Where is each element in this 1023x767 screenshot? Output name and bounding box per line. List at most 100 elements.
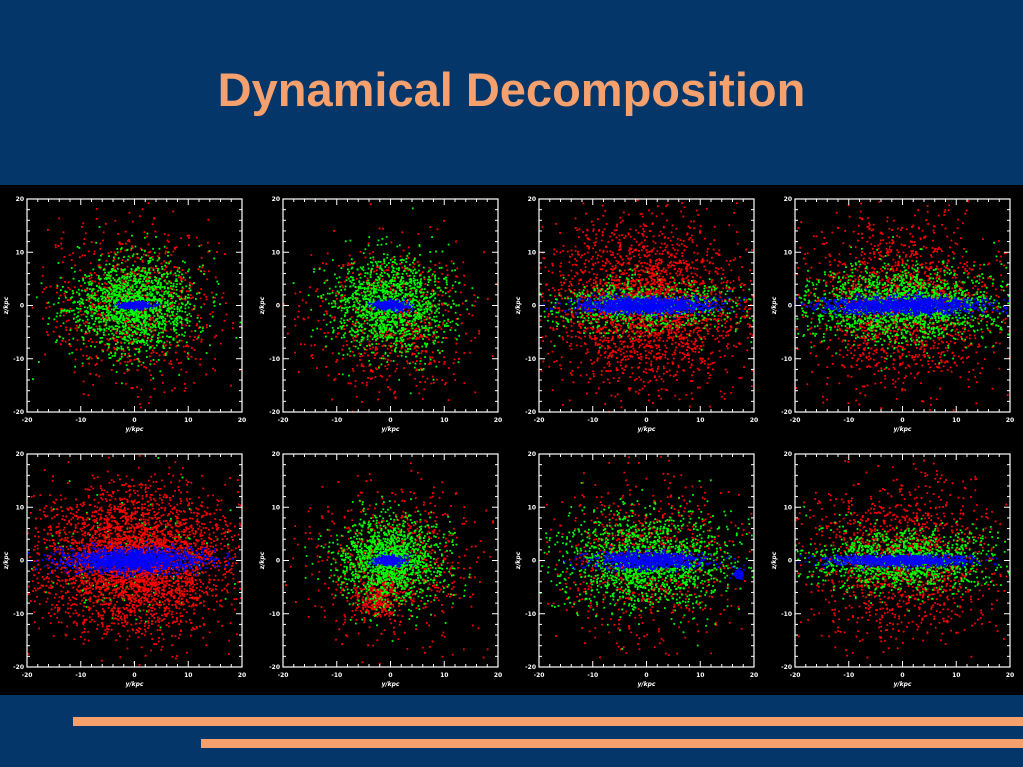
data-point [427,278,430,281]
data-point [130,249,133,252]
data-point [387,334,389,337]
data-point [119,320,122,323]
data-point [441,272,444,275]
data-point [137,292,140,294]
data-point [127,342,130,345]
data-point [144,267,146,270]
data-point [377,284,380,287]
data-point [189,281,191,284]
data-point [143,310,146,313]
data-point [147,333,150,335]
data-point [441,341,444,344]
data-point [137,364,140,367]
data-point [189,285,192,288]
data-point [114,301,116,304]
data-point [65,329,68,331]
data-point [142,314,145,317]
data-point [303,318,306,321]
data-point [99,242,102,245]
data-point [405,350,408,353]
data-point [143,276,146,279]
data-point [378,366,380,369]
data-point [405,345,408,347]
data-point [333,316,336,319]
data-point [99,327,101,330]
data-point [380,320,383,323]
data-point [163,245,166,248]
data-point [407,350,409,353]
data-point [344,280,346,283]
data-point [84,232,87,235]
data-point [421,325,423,328]
data-point [147,243,150,246]
data-point [368,252,371,255]
data-point [135,327,138,330]
data-point [430,305,433,308]
data-point [110,279,112,282]
data-point [177,344,180,347]
data-point [339,281,342,284]
data-point [109,299,112,302]
data-point [111,325,113,328]
data-point [362,309,365,311]
data-point [77,326,80,329]
data-point [115,288,118,291]
data-point [71,290,74,292]
data-point [380,363,383,366]
data-point [163,327,166,330]
data-point [81,362,84,365]
data-point [120,268,123,270]
data-point [80,284,82,287]
data-point [294,292,297,295]
data-point [88,298,91,301]
data-point [406,267,409,270]
data-point [106,294,109,297]
data-point [390,329,392,332]
data-point [103,302,106,304]
data-point [87,325,90,327]
data-point [435,250,437,253]
data-point [131,245,134,248]
data-point [98,285,101,288]
data-point [409,281,411,283]
data-point [363,308,366,311]
data-point [155,306,158,309]
data-point [156,313,159,315]
data-point [124,249,127,252]
data-point [143,304,146,307]
data-point [86,358,89,361]
data-point [434,277,437,280]
data-point [157,267,160,270]
data-point [140,311,143,314]
data-point [374,295,377,298]
data-point [422,311,425,314]
data-point [132,338,135,341]
data-point [389,280,391,282]
data-point [437,325,439,328]
data-point [116,325,119,328]
data-point [131,306,134,309]
data-point [161,268,164,270]
data-point [418,312,421,315]
data-point [144,289,147,292]
data-point [353,305,356,307]
data-point [149,309,152,312]
data-point [128,239,130,241]
data-point [390,349,393,352]
data-point [117,310,120,313]
data-point [386,367,389,370]
data-point [336,290,339,293]
data-point [126,331,129,333]
data-point [393,278,396,281]
data-point [120,261,123,264]
data-point [338,373,340,375]
data-point [434,274,437,277]
data-point [414,310,417,313]
data-point [172,282,175,285]
data-point [333,319,336,322]
data-point [180,320,183,323]
data-point [139,403,141,406]
data-point [150,379,152,382]
data-point [429,251,432,253]
data-point [102,331,105,334]
